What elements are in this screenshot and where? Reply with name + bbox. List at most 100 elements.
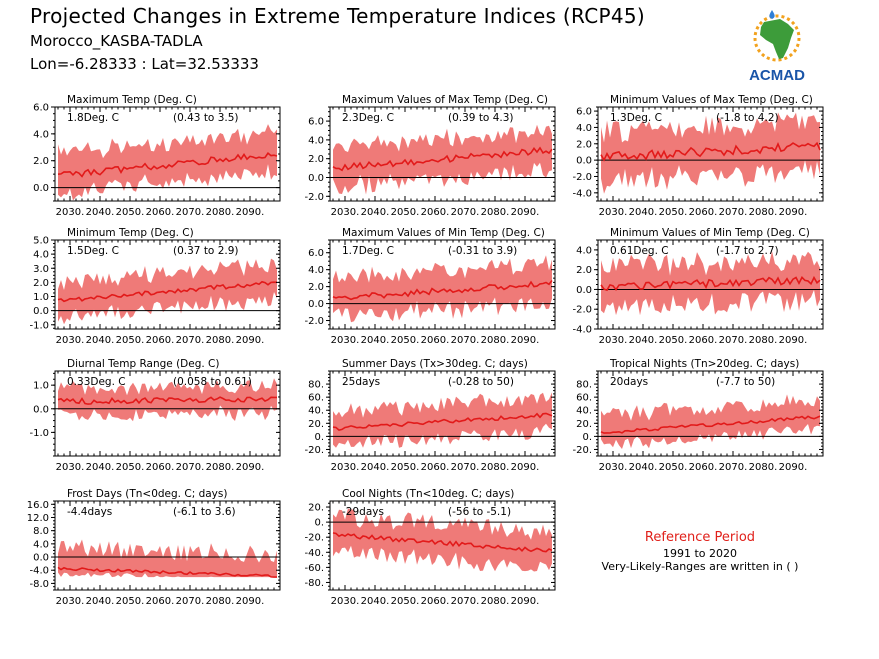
y-tick-label: 40.: [308, 406, 324, 417]
x-tick-label: 2040.: [629, 462, 658, 473]
change-value-label: 1.8Deg. C: [67, 112, 119, 124]
x-tick-label: 2080.: [749, 335, 778, 346]
chart-title: Minimum Values of Min Temp (Deg. C): [610, 227, 810, 239]
x-tick-label: 2070.: [719, 462, 748, 473]
y-tick-label: 80.: [308, 380, 324, 391]
x-tick-label: 2050.: [391, 596, 420, 607]
x-tick-label: 2060.: [146, 207, 175, 218]
x-tick-label: 2040.: [86, 335, 115, 346]
x-tick-label: 2070.: [176, 335, 205, 346]
change-value-label: 1.7Deg. C: [342, 245, 394, 257]
change-value-label: 0.33Deg. C: [67, 376, 126, 388]
y-tick-label: 0.0: [33, 553, 49, 564]
chart-panel: -4.0 -2.0 0.0 2.0 4.0 2030. 2040. 2050. 2060. 207…: [572, 227, 824, 346]
x-tick-label: 2040.: [361, 207, 390, 218]
y-tick-label: 4.0: [33, 129, 49, 140]
x-tick-label: 2030.: [331, 335, 360, 346]
likely-range-label: (0.39 to 4.3): [448, 112, 514, 124]
x-tick-label: 2040.: [86, 462, 115, 473]
x-tick-label: 2050.: [659, 462, 688, 473]
location-coordinates: Lon=-6.28333 : Lat=32.53333: [30, 55, 259, 73]
x-tick-label: 2040.: [629, 207, 658, 218]
x-tick-label: 2070.: [451, 207, 480, 218]
y-tick-label: 20.: [308, 419, 324, 430]
x-tick-label: 2040.: [86, 596, 115, 607]
median-line: [332, 146, 553, 172]
x-tick-label: 2060.: [146, 462, 175, 473]
x-tick-label: 2040.: [361, 335, 390, 346]
chart-panel: -8.0 -4.0 0.0 4.0 8.0 12.0 16.0 2030. 2040. 2050.…: [27, 488, 281, 607]
uncertainty-band: [601, 394, 820, 449]
y-tick-label: 6.0: [308, 248, 324, 259]
y-tick-label: 4.0: [576, 245, 592, 256]
uncertainty-band: [601, 251, 820, 316]
y-tick-label: 2.0: [33, 156, 49, 167]
x-tick-label: 2060.: [689, 462, 718, 473]
likely-range-label: (-0.28 to 50): [448, 376, 514, 388]
y-tick-label: 0.: [582, 432, 592, 443]
uncertainty-band: [58, 124, 277, 201]
change-value-label: 0.61Deg. C: [610, 245, 669, 257]
x-tick-label: 2030.: [599, 207, 628, 218]
x-tick-label: 2040.: [361, 596, 390, 607]
water-drop-icon: [769, 10, 775, 19]
x-tick-label: 2050.: [116, 335, 145, 346]
chart-title: Minimum Values of Max Temp (Deg. C): [610, 94, 813, 106]
y-tick-label: 0.0: [33, 306, 49, 317]
chart-panel: -20.0.20.40.60.80.2030. 2040. 2050. 2060. 20…: [304, 358, 556, 473]
y-tick-label: -2.0: [304, 316, 324, 327]
y-tick-label: 20.: [308, 503, 324, 514]
y-tick-label: -80.: [304, 578, 324, 589]
y-tick-label: -2.0: [572, 172, 592, 183]
median-line: [57, 280, 278, 303]
median-line: [332, 412, 553, 431]
acmad-logo: ACMAD: [749, 10, 805, 84]
y-tick-label: -20.: [304, 533, 324, 544]
y-tick-label: -60.: [304, 563, 324, 574]
x-tick-label: 2070.: [719, 207, 748, 218]
uncertainty-band: [601, 112, 820, 194]
chart-title: Maximum Temp (Deg. C): [67, 94, 197, 106]
x-tick-label: 2080.: [749, 207, 778, 218]
y-tick-label: 1.0: [33, 381, 49, 392]
x-tick-label: 2090.: [779, 335, 808, 346]
uncertainty-band: [333, 508, 552, 572]
y-tick-label: -2.0: [572, 305, 592, 316]
median-line: [332, 532, 553, 553]
reference-period-years: 1991 to 2020: [662, 547, 738, 560]
plot-frame: [54, 500, 281, 591]
likely-range-label: (-56 to -5.1): [448, 506, 511, 518]
x-tick-label: 2080.: [206, 596, 235, 607]
change-value-label: -4.4days: [67, 506, 112, 518]
y-tick-label: -2.0: [304, 192, 324, 203]
y-tick-label: 60.: [308, 393, 324, 404]
chart-title: Frost Days (Tn<0deg. C; days): [67, 488, 227, 500]
x-tick-label: 2060.: [146, 335, 175, 346]
y-tick-label: 1.0: [33, 292, 49, 303]
x-tick-label: 2080.: [481, 207, 510, 218]
y-tick-label: 4.0: [33, 539, 49, 550]
x-tick-label: 2090.: [236, 207, 265, 218]
sun-icon: [753, 14, 801, 62]
x-tick-label: 2080.: [481, 596, 510, 607]
y-tick-label: 0.0: [308, 173, 324, 184]
median-line: [600, 415, 821, 434]
chart-panel: -1.0 0.0 1.0 2.0 3.0 4.0 5.0 2030. 2040. 2050. 206…: [29, 227, 281, 346]
chart-title: Cool Nights (Tn<10deg. C; days): [342, 488, 514, 500]
change-value-label: 2.3Deg. C: [342, 112, 394, 124]
median-line: [600, 141, 821, 162]
x-tick-label: 2050.: [659, 207, 688, 218]
x-tick-label: 2090.: [236, 462, 265, 473]
y-tick-label: 2.0: [308, 282, 324, 293]
chart-panel: -20.0.20.40.60.80.2030. 2040. 2050. 2060. 20…: [572, 358, 824, 473]
y-tick-label: -1.0: [29, 428, 49, 439]
y-tick-label: 8.0: [33, 526, 49, 537]
y-tick-label: 40.: [576, 406, 592, 417]
x-tick-label: 2090.: [236, 596, 265, 607]
y-tick-label: -8.0: [29, 579, 49, 590]
chart-title: Summer Days (Tx>30deg. C; days): [342, 358, 528, 370]
chart-title: Minimum Temp (Deg. C): [67, 227, 194, 239]
x-tick-label: 2090.: [511, 462, 540, 473]
x-tick-label: 2050.: [391, 207, 420, 218]
x-tick-label: 2090.: [236, 335, 265, 346]
